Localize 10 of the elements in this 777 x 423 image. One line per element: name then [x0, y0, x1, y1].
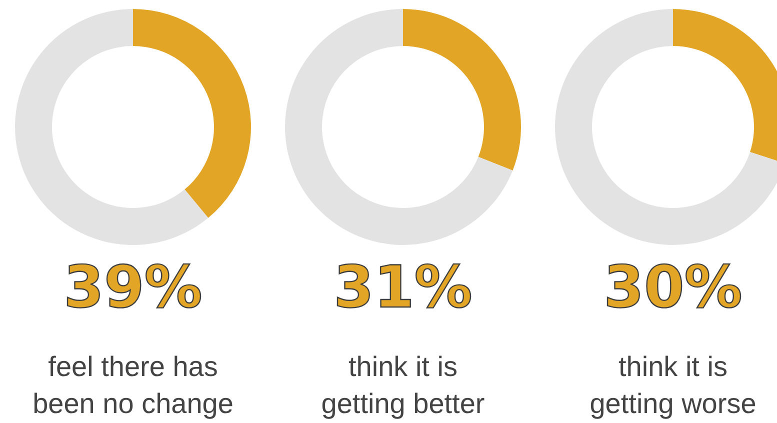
- text: feel there has been no change: [32, 351, 234, 419]
- text: think it is getting worse: [590, 351, 756, 419]
- donut-slice: [403, 9, 521, 170]
- text: 30%: [604, 253, 742, 321]
- text: think it is getting better: [321, 351, 485, 419]
- donut-slice: [133, 9, 251, 218]
- donut-slice: [285, 9, 513, 245]
- text: 31%: [334, 253, 472, 321]
- text: 39%: [64, 253, 202, 321]
- donut-slice: [15, 9, 208, 245]
